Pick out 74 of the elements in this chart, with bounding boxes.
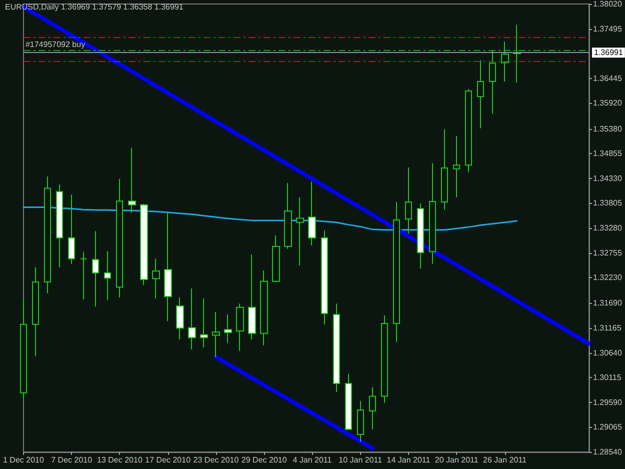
candlestick	[489, 50, 496, 114]
x-tick-label: 26 Jan 2011	[483, 456, 528, 464]
candlestick	[200, 298, 208, 348]
candlestick	[357, 400, 364, 442]
candlestick	[441, 128, 448, 210]
x-tick-label: 20 Jan 2011	[434, 456, 479, 464]
y-tick-label: 1.33805	[593, 198, 622, 208]
y-tick-label: 1.33280	[593, 224, 622, 232]
x-tick-label: 14 Jan 2011	[386, 456, 431, 464]
candlestick	[453, 135, 460, 198]
ref-line-label: 1.36991	[594, 48, 624, 58]
candlestick	[381, 314, 388, 404]
candlestick	[296, 196, 304, 266]
line-series	[22, 206, 518, 231]
candlestick	[104, 250, 111, 300]
x-tick-label: 29 Dec 2010	[241, 456, 288, 464]
candlestick	[188, 288, 196, 350]
candlestick	[212, 312, 220, 358]
y-tick-label: 1.32230	[593, 273, 622, 282]
candlestick	[248, 254, 256, 340]
candlestick	[429, 162, 436, 264]
candlestick	[236, 303, 244, 352]
candlestick	[477, 60, 484, 129]
y-tick-label: 1.30115	[593, 373, 622, 382]
ref-line-label: #174957092 buy	[25, 40, 86, 49]
candlestick	[417, 202, 424, 270]
y-tick-label: 1.35380	[593, 124, 622, 134]
candlestick	[224, 314, 232, 344]
candlestick	[92, 230, 99, 307]
x-tick-label: 1 Dec 2010	[3, 456, 44, 464]
candlestick	[393, 202, 400, 342]
candlestick	[80, 252, 87, 300]
candlestick	[345, 374, 352, 430]
y-tick-label: 1.35920	[593, 98, 622, 108]
candlestick	[56, 184, 63, 268]
y-tick-label: 1.37495	[593, 24, 622, 34]
x-tick-label: 17 Dec 2010	[145, 456, 192, 464]
candlestick	[140, 203, 148, 286]
candlestick	[284, 182, 292, 250]
candlestick	[333, 303, 340, 392]
candlestick	[20, 298, 27, 400]
candlestick	[32, 266, 39, 357]
candlestick	[128, 148, 136, 214]
candlestick	[116, 178, 123, 298]
y-tick-label: 1.34855	[593, 149, 622, 158]
candlestick	[176, 296, 184, 340]
x-tick-label: 13 Dec 2010	[97, 456, 143, 464]
candlestick	[44, 176, 51, 294]
candlestick	[405, 167, 412, 234]
y-tick-label: 1.34330	[593, 174, 622, 183]
y-tick-label: 1.28540	[593, 448, 622, 456]
y-tick-label: 1.32755	[593, 248, 622, 258]
candlestick	[513, 24, 521, 84]
y-tick-label: 1.30640	[593, 348, 622, 358]
candlestick	[369, 386, 376, 430]
y-tick-label: 1.29065	[593, 422, 622, 432]
candlestick	[152, 258, 160, 299]
candlestick	[68, 194, 75, 264]
x-tick-label: 4 Jan 2011	[292, 456, 332, 464]
candlestick	[272, 235, 280, 283]
y-tick-label: 1.31165	[593, 323, 622, 332]
y-tick-label: 1.38020	[593, 0, 622, 8]
y-tick-label: 1.31690	[593, 298, 622, 308]
candlestick	[164, 212, 172, 322]
candlestick	[308, 181, 316, 246]
x-tick-label: 23 Dec 2010	[193, 456, 240, 464]
candlestick	[260, 270, 268, 346]
candlestick	[321, 230, 328, 325]
candlestick	[465, 88, 472, 173]
candlestick	[501, 41, 509, 82]
y-tick-label: 1.36445	[593, 74, 622, 83]
x-tick-label: 7 Dec 2010	[51, 456, 93, 464]
y-tick-label: 1.29590	[593, 398, 622, 407]
x-tick-label: 10 Jan 2011	[338, 456, 383, 464]
